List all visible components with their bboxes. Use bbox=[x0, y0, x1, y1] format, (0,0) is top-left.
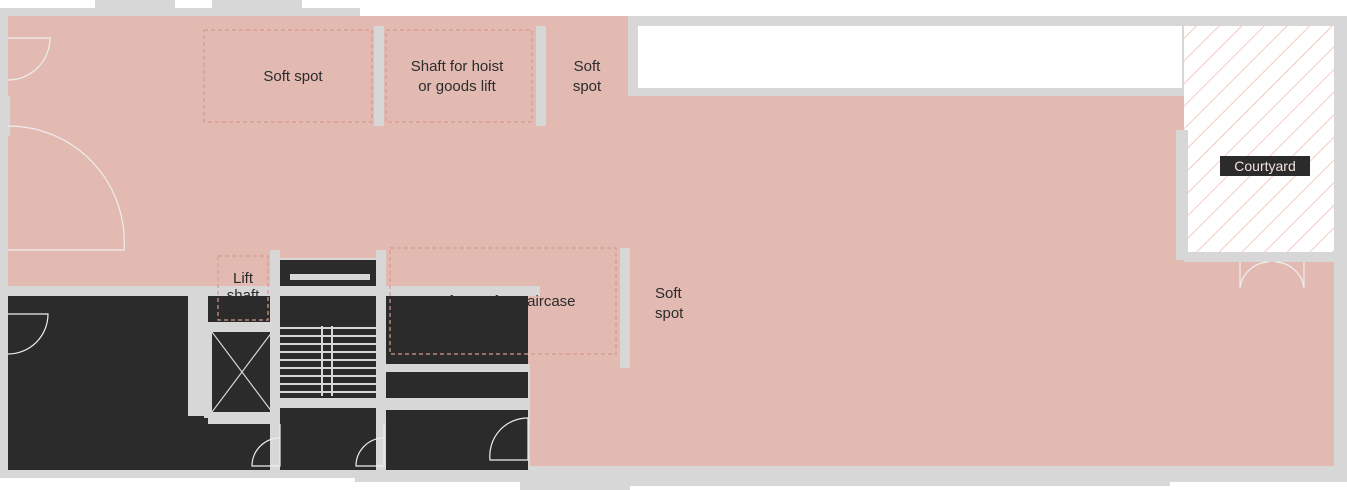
service-core bbox=[0, 250, 540, 470]
shaft-outline bbox=[385, 29, 533, 123]
floor-area bbox=[8, 16, 1334, 466]
soft-spot-small-label-line1: Soft bbox=[574, 58, 602, 75]
staircase-outline bbox=[389, 247, 617, 355]
lift-shaft-outline bbox=[217, 255, 269, 321]
staircase-label: Soft spot for staircase bbox=[430, 293, 575, 310]
soft-spot-top-outline bbox=[203, 29, 373, 123]
staircase-treads bbox=[280, 326, 376, 396]
lift-shaft-label-line2: shaft bbox=[227, 287, 260, 304]
shaft-label-line1: Shaft for hoist bbox=[411, 58, 504, 75]
door-swings bbox=[7, 37, 1305, 467]
shaft-label-line2: or goods lift bbox=[418, 78, 496, 95]
soft-spot-outlines bbox=[203, 29, 617, 355]
courtyard bbox=[1176, 26, 1334, 262]
exterior-notch bbox=[638, 26, 1182, 88]
courtyard-label-bg bbox=[1220, 156, 1310, 176]
soft-spot-mid-label-line1: Soft bbox=[655, 285, 683, 302]
soft-spot-top-label: Soft spot bbox=[263, 68, 323, 85]
lift-shaft-label-line1: Lift bbox=[233, 270, 254, 287]
internal-walls bbox=[0, 26, 630, 368]
soft-spot-mid-label-line2: spot bbox=[655, 305, 684, 322]
courtyard-label: Courtyard bbox=[1234, 158, 1295, 174]
soft-spot-small-label-line2: spot bbox=[573, 78, 602, 95]
